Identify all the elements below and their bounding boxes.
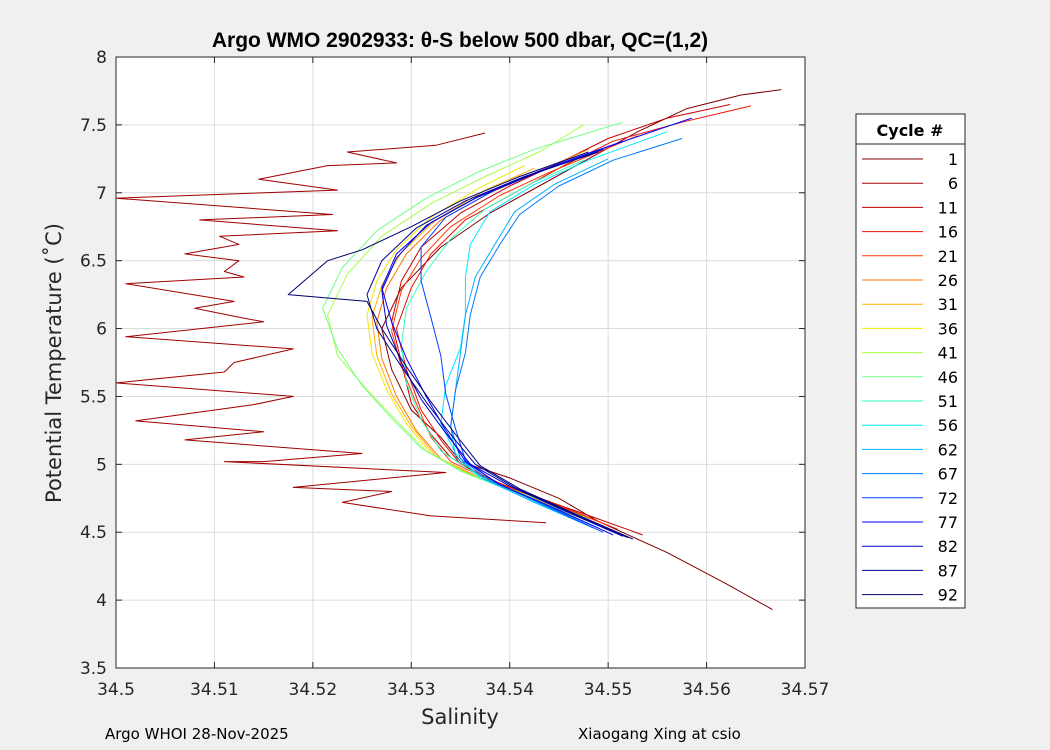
x-tick-label: 34.54 <box>485 680 534 700</box>
series-line-cycle-87 <box>366 151 629 539</box>
legend-label-31: 31 <box>938 295 958 314</box>
series-line-cycle-6 <box>115 132 547 524</box>
legend-label-1: 1 <box>948 150 958 169</box>
legend-label-67: 67 <box>938 465 958 484</box>
legend-label-87: 87 <box>938 561 958 580</box>
y-tick-label: 3.5 <box>80 659 107 679</box>
y-tick-label: 7 <box>96 184 107 204</box>
series-line-cycle-82 <box>381 148 624 537</box>
x-tick-label: 34.57 <box>781 680 830 700</box>
x-axis-ticks: 34.5 34.51 34.52 34.53 34.54 34.55 34.56 34.57 <box>97 57 829 700</box>
footer-credit-right: Xiaogang Xing at csio <box>578 725 741 743</box>
series-line-cycle-77 <box>381 117 692 536</box>
legend-label-56: 56 <box>938 416 958 435</box>
x-tick-label: 34.5 <box>97 680 135 700</box>
series-layer <box>115 89 782 611</box>
y-tick-label: 5 <box>96 455 107 475</box>
x-axis-label: Salinity <box>421 705 499 729</box>
x-tick-label: 34.56 <box>682 680 731 700</box>
x-tick-label: 34.55 <box>584 680 633 700</box>
legend-title: Cycle # <box>877 121 944 140</box>
plot-frame <box>115 56 806 669</box>
legend-label-62: 62 <box>938 440 958 459</box>
y-tick-label: 6.5 <box>80 252 107 272</box>
y-tick-label: 8 <box>96 48 107 68</box>
legend-label-77: 77 <box>938 513 958 532</box>
x-tick-label: 34.51 <box>190 680 239 700</box>
y-tick-label: 5.5 <box>80 387 107 407</box>
legend-label-51: 51 <box>938 392 958 411</box>
footer-credit-left: Argo WHOI 28-Nov-2025 <box>105 725 289 743</box>
x-tick-label: 34.53 <box>387 680 436 700</box>
legend-label-21: 21 <box>938 247 958 266</box>
legend-label-11: 11 <box>938 198 958 217</box>
y-tick-label: 4 <box>96 591 107 611</box>
series-line-cycle-67 <box>450 138 683 529</box>
y-tick-label: 4.5 <box>80 523 107 543</box>
legend: Cycle # 16111621263136414651566267727782… <box>855 113 966 609</box>
series-line-cycle-62 <box>450 158 609 529</box>
legend-box <box>855 113 966 609</box>
series-line-cycle-46 <box>322 121 624 520</box>
y-axis-ticks: 3.5 4 4.5 5 5.5 6 6.5 7 7.5 8 <box>80 48 805 679</box>
y-axis-label: Potential Temperature (˚C) <box>42 223 66 503</box>
legend-label-26: 26 <box>938 271 958 290</box>
y-tick-label: 7.5 <box>80 116 107 136</box>
legend-label-82: 82 <box>938 537 958 556</box>
x-tick-label: 34.52 <box>289 680 338 700</box>
series-line-cycle-92 <box>287 151 634 540</box>
legend-label-92: 92 <box>938 586 958 605</box>
legend-label-6: 6 <box>948 174 958 193</box>
legend-label-36: 36 <box>938 319 958 338</box>
y-tick-label: 6 <box>96 320 107 340</box>
chart-title: Argo WMO 2902933: θ-S below 500 dbar, QC… <box>212 29 708 52</box>
legend-label-41: 41 <box>938 344 958 363</box>
legend-label-16: 16 <box>938 223 958 242</box>
plot-area <box>116 57 805 668</box>
legend-label-72: 72 <box>938 489 958 508</box>
legend-label-46: 46 <box>938 368 958 387</box>
